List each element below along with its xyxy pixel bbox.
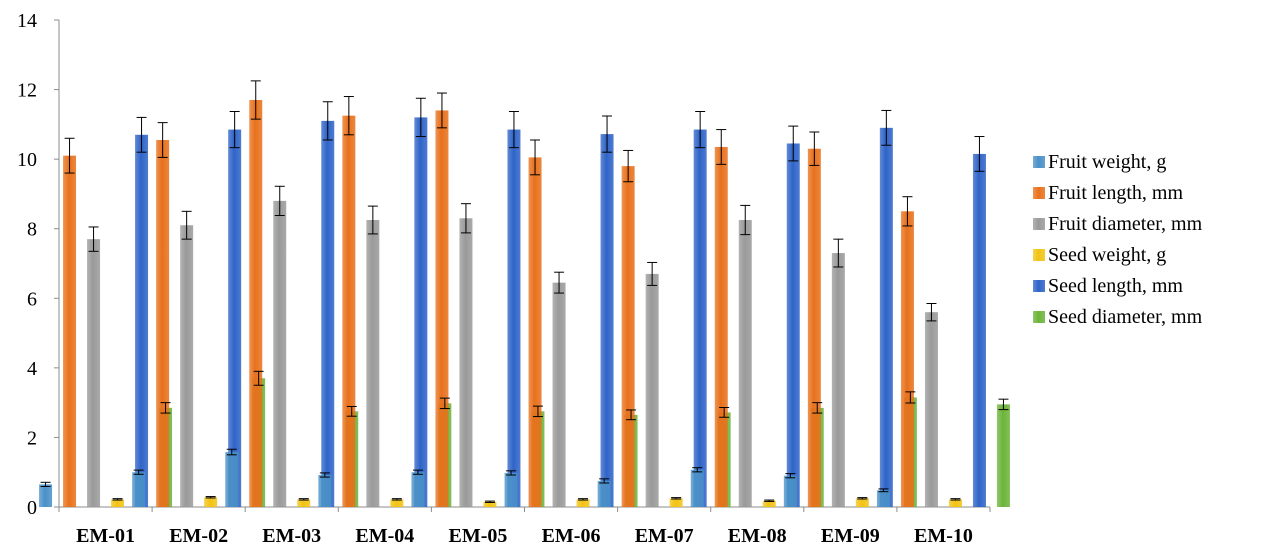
bar	[87, 239, 101, 507]
bar	[111, 499, 125, 507]
bar	[204, 497, 218, 507]
bar	[690, 469, 704, 507]
bar	[948, 499, 962, 507]
legend-swatch	[1033, 218, 1045, 230]
bar	[507, 129, 521, 507]
legend-swatch	[1033, 156, 1045, 168]
bar	[156, 140, 170, 507]
bar	[342, 115, 356, 508]
category-label: EM-10	[914, 525, 973, 547]
y-axis: 0 2 4 6 8 10 12 14	[17, 10, 60, 519]
bar	[318, 474, 332, 507]
y-tick-label: 12	[17, 80, 37, 102]
bar	[693, 129, 707, 507]
legend-swatch	[1033, 311, 1045, 323]
bar	[855, 498, 869, 507]
legend-label: Seed length, mm	[1048, 275, 1183, 297]
bar	[714, 146, 728, 508]
legend-label: Seed diameter, mm	[1048, 306, 1203, 328]
bar	[321, 120, 335, 507]
bar	[552, 282, 566, 507]
bar	[273, 200, 287, 507]
legend-label: Seed weight, g	[1048, 244, 1166, 266]
y-tick-label: 2	[27, 427, 37, 449]
bar	[135, 134, 149, 508]
bar	[39, 484, 53, 507]
bar	[132, 472, 146, 507]
bar	[807, 148, 821, 507]
bar	[996, 404, 1010, 507]
legend-label: Fruit diameter, mm	[1048, 213, 1203, 235]
bar	[669, 498, 683, 507]
bar	[600, 134, 614, 507]
bar	[390, 499, 404, 507]
category-label: EM-04	[355, 525, 414, 547]
bars	[39, 100, 1010, 508]
category-label: EM-01	[76, 525, 135, 547]
y-tick-label: 10	[17, 149, 37, 171]
bar	[597, 480, 611, 507]
category-label: EM-05	[449, 525, 508, 547]
y-tick-label: 8	[27, 219, 37, 241]
bar	[900, 211, 914, 508]
bar	[297, 499, 311, 507]
bar	[645, 273, 659, 507]
category-label: EM-09	[821, 525, 880, 547]
legend-swatch	[1033, 280, 1045, 292]
bar	[504, 472, 518, 507]
bar	[228, 129, 242, 507]
y-tick-label: 0	[27, 497, 37, 519]
bar	[879, 127, 893, 507]
legend-swatch	[1033, 249, 1045, 261]
bar	[63, 155, 77, 507]
bar	[483, 501, 497, 507]
bar	[972, 153, 986, 508]
category-label: EM-07	[635, 525, 694, 547]
bar	[576, 499, 590, 507]
bar	[924, 312, 938, 507]
bar	[459, 218, 473, 507]
bar	[738, 220, 752, 507]
category-label: EM-06	[542, 525, 601, 547]
bar	[249, 100, 263, 507]
bar	[621, 166, 635, 507]
y-tick-label: 6	[27, 288, 37, 310]
category-label: EM-08	[728, 525, 787, 547]
bar	[225, 452, 239, 507]
y-tick-label: 14	[17, 10, 37, 32]
bar	[528, 157, 542, 507]
bar	[435, 110, 449, 507]
legend-label: Fruit length, mm	[1048, 182, 1183, 204]
bar	[786, 143, 800, 507]
bar	[762, 500, 776, 507]
error-bars	[40, 80, 1009, 503]
bar	[783, 475, 797, 507]
legend: Fruit weight, g Fruit length, mm Fruit dia…	[1033, 151, 1203, 328]
bar	[831, 253, 845, 507]
category-label: EM-03	[262, 525, 321, 547]
bar	[180, 225, 194, 507]
bar	[876, 490, 890, 507]
bar	[411, 472, 425, 507]
x-axis: EM-01 EM-02 EM-03 EM-04 EM-05 EM-06 EM-07 EM-08…	[58, 506, 991, 547]
legend-label: Fruit weight, g	[1048, 151, 1166, 173]
bar	[366, 220, 380, 507]
category-label: EM-02	[169, 525, 228, 547]
legend-swatch	[1033, 187, 1045, 199]
y-tick-label: 4	[27, 358, 37, 380]
bar	[414, 117, 428, 508]
